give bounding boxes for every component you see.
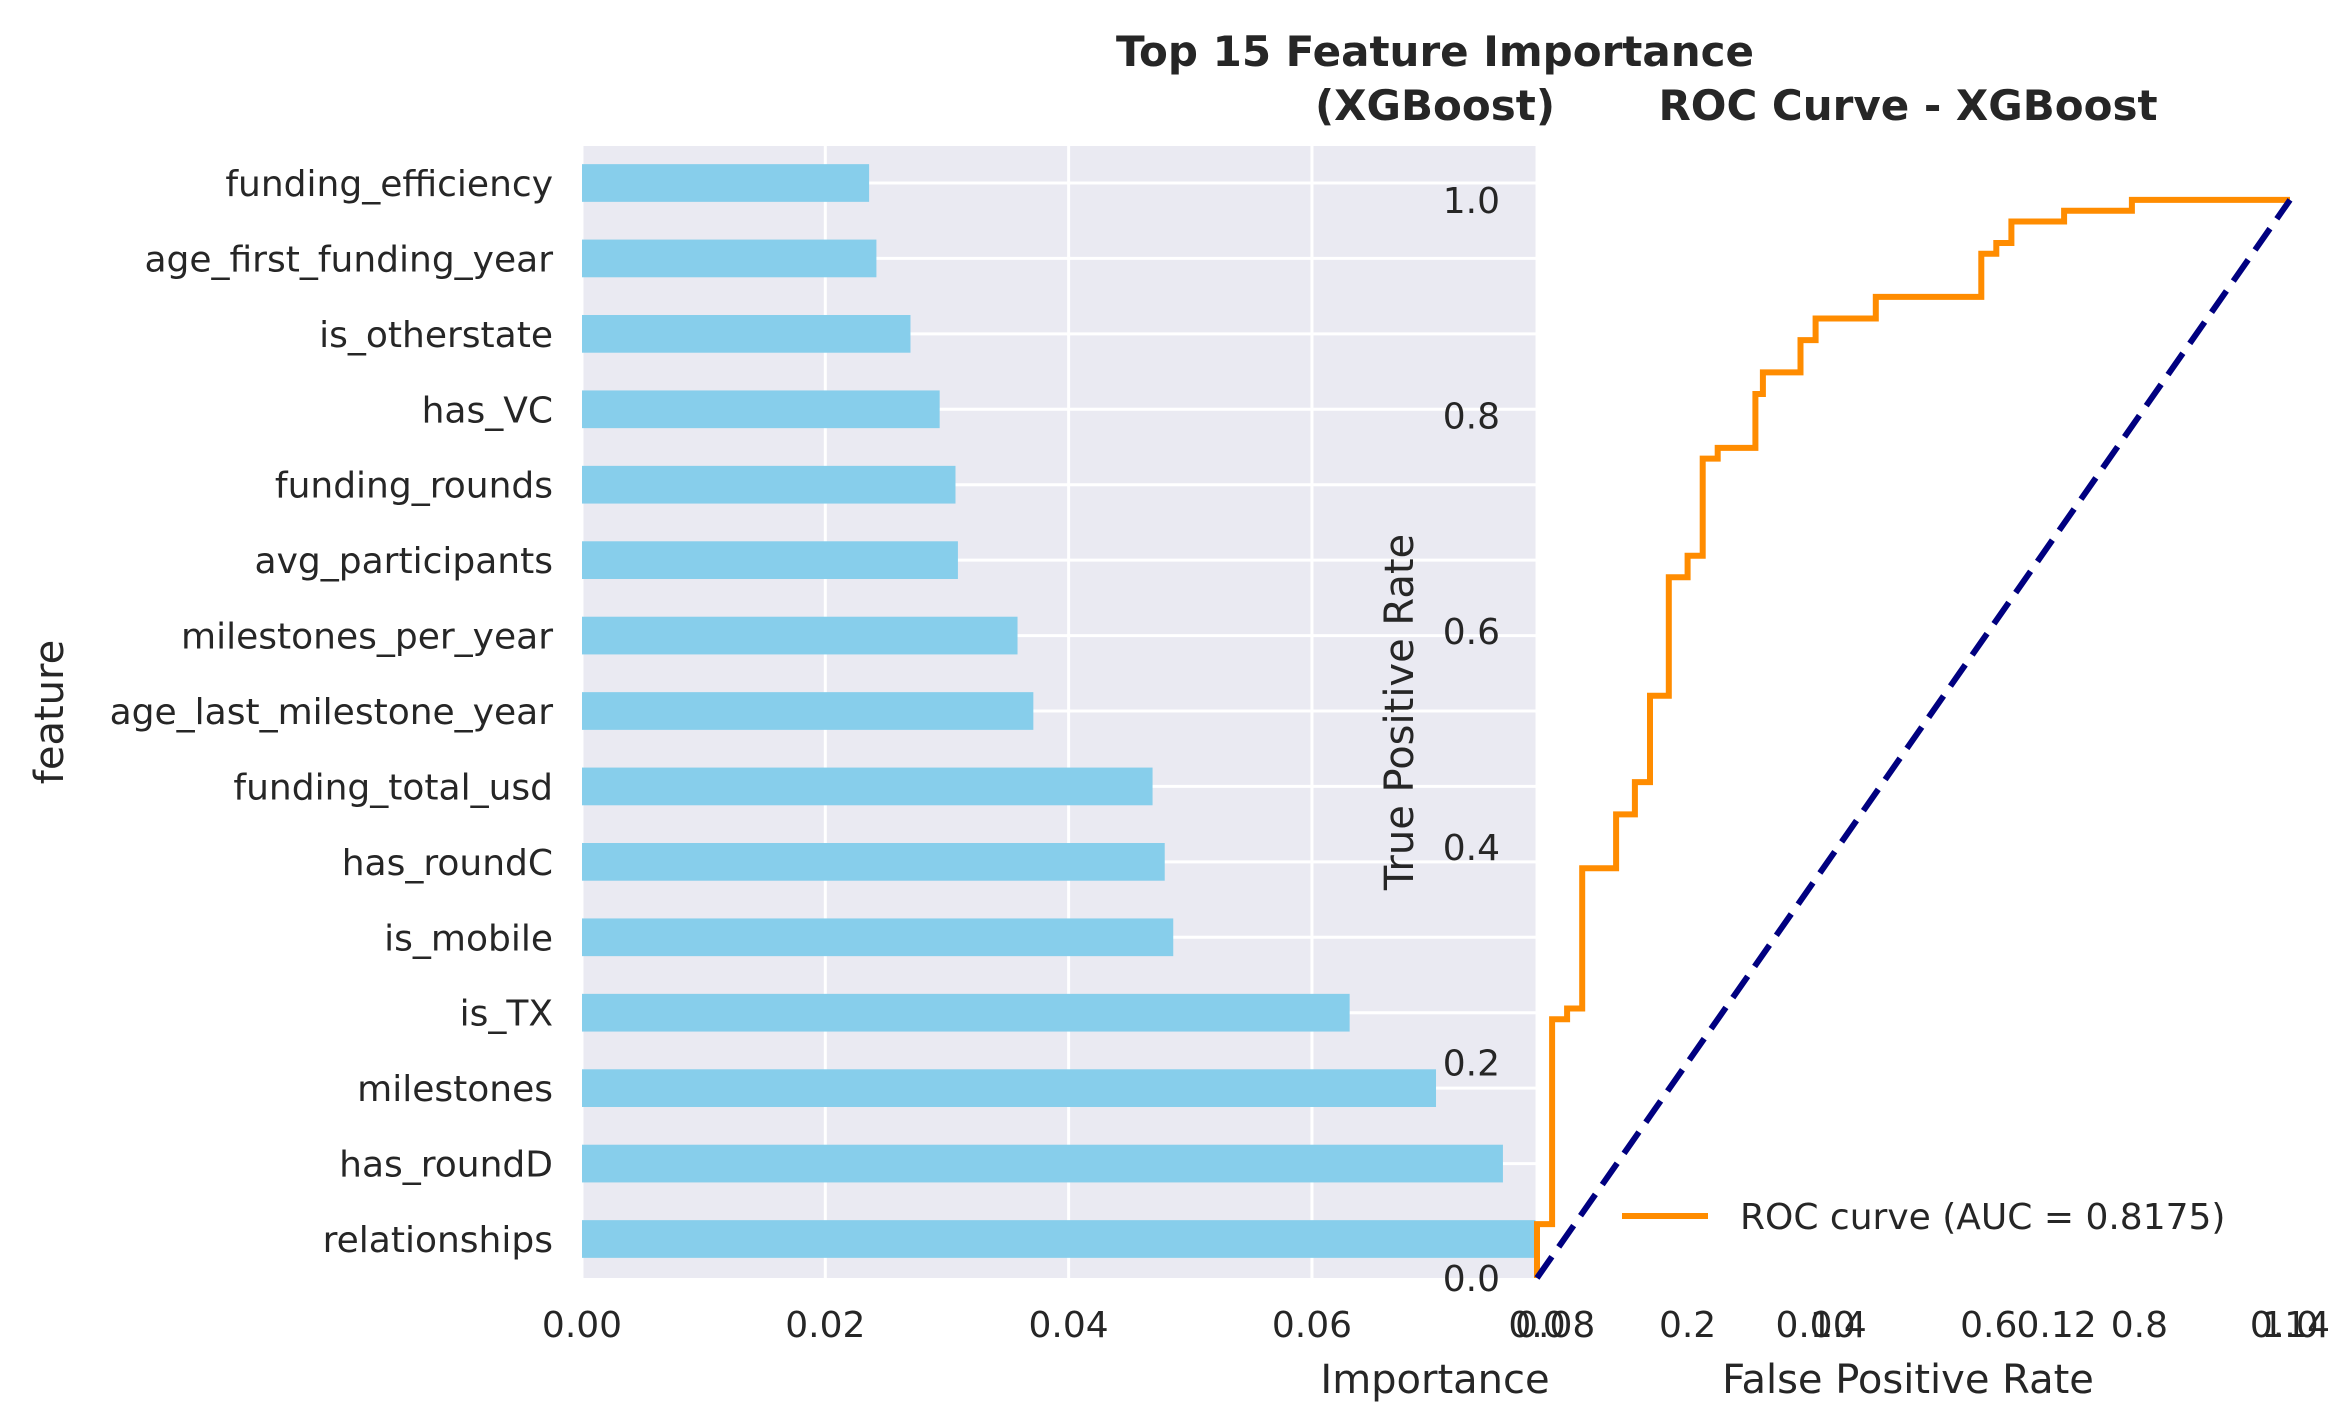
feature-tick-label: funding_total_usd [233,767,553,808]
feature-tick-label: has_roundD [339,1145,553,1186]
feature-importance-panel: funding_efficiency age_first_funding_year… [27,27,1754,1403]
tpr-tick-label: 0.2 [1443,1043,1500,1084]
tpr-axis-label: True Positive Rate [1377,534,1423,891]
importance-bar [582,465,956,504]
importance-tick-label: 0.02 [785,1305,865,1346]
importance-tick-label: 0.04 [1029,1305,1109,1346]
tpr-tick-labels: 0.0 0.2 0.4 0.6 0.8 1.0 [1443,181,1500,1300]
importance-bar [582,390,940,429]
importance-bar [582,315,911,353]
fpr-tick-labels: 0.0 0.2 0.4 0.6 0.8 1.0 [1508,1305,2318,1346]
feature-importance-title-line-1: Top 15 Feature Importance [1116,27,1754,76]
fpr-axis-label: False Positive Rate [1722,1357,2094,1403]
fpr-tick-label: 0.8 [2111,1305,2168,1346]
feature-tick-label: relationships [323,1220,553,1261]
importance-bar [582,993,1350,1032]
roc-curve-panel: 0.0 0.2 0.4 0.6 0.8 1.0 0.0 0.2 0.4 0.6 0.8 1.0 0.… [1377,81,2330,1403]
roc-grid [1535,146,2292,1280]
fpr-tick-label: 1.0 [2261,1305,2318,1346]
importance-bar [582,843,1165,881]
feature-tick-labels: funding_efficiency age_first_funding_year… [110,164,554,1261]
fpr-tick-label: 0.6 [1960,1305,2017,1346]
feature-tick-label: milestones [357,1069,553,1110]
feature-tick-label: funding_rounds [275,466,553,507]
chance-diagonal-line [1534,198,2293,1280]
roc-legend: ROC curve (AUC = 0.8175) [1622,1197,2225,1238]
importance-bar [582,541,958,579]
fpr-tick-label: 0.4 [1810,1305,1867,1346]
tpr-tick-label: 0.8 [1443,397,1500,438]
feature-tick-label: avg_participants [255,541,553,582]
importance-bar [582,239,877,278]
tpr-tick-label: 0.4 [1443,828,1500,869]
importance-tick-label: 0.06 [1272,1305,1352,1346]
overlap-tick-label: 0.14 [2250,1305,2330,1346]
feature-axis-label: feature [27,640,73,784]
importance-axis-label: Importance [1320,1357,1549,1403]
feature-tick-label: milestones_per_year [181,617,553,658]
importance-bar [582,692,1034,730]
importance-tick-label: 0.08 [1515,1305,1595,1346]
importance-bar [582,616,1018,655]
importance-tick-label: 0.00 [542,1305,622,1346]
feature-tick-label: is_otherstate [319,315,553,356]
importance-bar [582,164,870,202]
feature-tick-label: funding_efficiency [225,164,553,205]
overlap-tick-label: 0.10 [1776,1305,1856,1346]
importance-bar [582,767,1153,806]
feature-importance-bars [582,164,1537,1258]
tpr-tick-label: 1.0 [1443,181,1500,222]
importance-bar [582,1069,1437,1107]
roc-title: ROC Curve - XGBoost [1658,81,2157,130]
roc-series [1534,196,2293,1280]
feature-tick-label: has_VC [422,390,553,431]
feature-tick-label: is_mobile [384,918,553,959]
importance-bar [582,918,1174,957]
roc-legend-label: ROC curve (AUC = 0.8175) [1740,1197,2225,1238]
importance-bar [582,1220,1537,1258]
importance-bar [582,1144,1503,1183]
feature-tick-label: is_TX [460,994,553,1035]
feature-tick-label: age_last_milestone_year [110,692,554,733]
feature-tick-label: age_first_funding_year [144,239,553,280]
importance-tick-labels: 0.00 0.02 0.04 0.06 0.08 [542,1305,1595,1346]
tpr-tick-label: 0.0 [1443,1259,1500,1300]
fpr-tick-label: 0.2 [1659,1305,1716,1346]
feature-tick-label: has_roundC [342,843,553,884]
overlapping-tick-labels: 0.10 0.12 0.14 [1776,1305,2331,1346]
overlap-tick-label: 0.12 [2016,1305,2096,1346]
roc-curve-line [1534,196,2290,1278]
tpr-tick-label: 0.6 [1443,612,1500,653]
feature-importance-title-line-2: (XGBoost) [1315,81,1555,130]
fpr-tick-label: 0.0 [1508,1305,1565,1346]
